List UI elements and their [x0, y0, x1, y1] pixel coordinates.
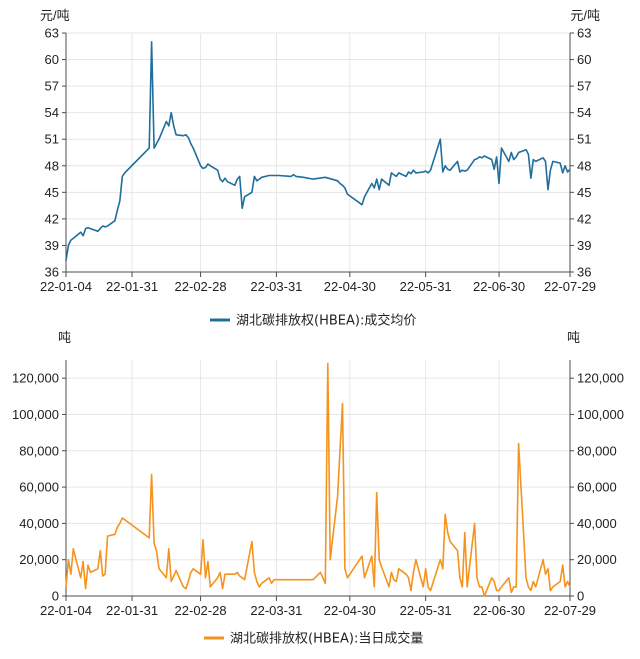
y-tick-label-right: 40,000 — [577, 516, 617, 531]
y-tick-label-left: 60 — [45, 52, 59, 67]
y-tick-label-right: 36 — [577, 265, 591, 280]
x-tick-label: 22-02-28 — [175, 603, 227, 618]
legend: 湖北碳排放权(HBEA):成交均价 — [210, 313, 416, 329]
y-tick-label-left: 0 — [52, 589, 59, 604]
y-tick-label-left: 40,000 — [19, 516, 59, 531]
x-tick-label: 22-01-04 — [40, 603, 92, 618]
y-tick-label-left: 51 — [45, 132, 59, 147]
x-tick-label: 22-07-29 — [544, 603, 596, 618]
y-tick-label-left: 54 — [45, 105, 59, 120]
y-tick-label-left: 120,000 — [12, 371, 59, 386]
legend-label: 湖北碳排放权(HBEA):当日成交量 — [230, 631, 423, 647]
axes: 36 36 39 39 42 42 45 45 48 48 51 51 54 54 57 57 60 60 63 63… — [40, 26, 596, 295]
price-chart: 36 36 39 39 42 42 45 45 48 48 51 51 54 54 57 57 60 60 63 63… — [40, 8, 600, 329]
y-tick-label-right: 20,000 — [577, 552, 617, 567]
legend: 湖北碳排放权(HBEA):当日成交量 — [204, 631, 423, 647]
y-unit-label-left: 吨 — [58, 330, 71, 345]
x-tick-label: 22-01-04 — [40, 279, 92, 294]
x-tick-label: 22-01-31 — [106, 603, 158, 618]
legend-label: 湖北碳排放权(HBEA):成交均价 — [236, 313, 416, 329]
y-tick-label-right: 60,000 — [577, 480, 617, 495]
y-tick-label-right: 39 — [577, 238, 591, 253]
y-tick-label-right: 80,000 — [577, 443, 617, 458]
y-tick-label-right: 60 — [577, 52, 591, 67]
x-tick-label: 22-06-30 — [473, 603, 525, 618]
y-tick-label-left: 39 — [45, 238, 59, 253]
y-tick-label-left: 42 — [45, 211, 59, 226]
axes: 0 0 20,000 20,000 40,000 40,000 60,000 60,000 80… — [12, 360, 624, 618]
y-unit-label-right: 元/吨 — [570, 8, 600, 23]
x-tick-label: 22-03-31 — [250, 603, 302, 618]
y-tick-label-left: 57 — [45, 79, 59, 94]
y-tick-label-left: 48 — [45, 158, 59, 173]
grid — [65, 360, 571, 597]
grid — [65, 32, 571, 273]
y-unit-label-right: 吨 — [567, 330, 580, 345]
y-tick-label-left: 60,000 — [19, 480, 59, 495]
y-tick-label-right: 54 — [577, 105, 591, 120]
y-tick-label-left: 20,000 — [19, 552, 59, 567]
y-tick-label-right: 120,000 — [577, 371, 624, 386]
y-tick-label-left: 100,000 — [12, 407, 59, 422]
y-tick-label-right: 45 — [577, 185, 591, 200]
series-line — [65, 362, 571, 597]
x-tick-label: 22-06-30 — [473, 279, 525, 294]
series-line — [65, 41, 571, 261]
x-tick-label: 22-03-31 — [250, 279, 302, 294]
y-tick-label-left: 63 — [45, 26, 59, 41]
x-tick-label: 22-07-29 — [544, 279, 596, 294]
x-tick-label: 22-02-28 — [175, 279, 227, 294]
y-tick-label-right: 100,000 — [577, 407, 624, 422]
x-tick-label: 22-01-31 — [106, 279, 158, 294]
y-tick-label-right: 57 — [577, 79, 591, 94]
y-unit-label-left: 元/吨 — [40, 8, 70, 23]
y-tick-label-right: 42 — [577, 211, 591, 226]
x-tick-label: 22-05-31 — [400, 603, 452, 618]
x-tick-label: 22-05-31 — [400, 279, 452, 294]
x-tick-label: 22-04-30 — [324, 279, 376, 294]
y-tick-label-left: 45 — [45, 185, 59, 200]
x-tick-label: 22-04-30 — [324, 603, 376, 618]
y-tick-label-right: 0 — [577, 589, 584, 604]
y-tick-label-left: 36 — [45, 265, 59, 280]
y-tick-label-right: 51 — [577, 132, 591, 147]
y-tick-label-left: 80,000 — [19, 443, 59, 458]
y-tick-label-right: 48 — [577, 158, 591, 173]
volume-chart: 0 0 20,000 20,000 40,000 40,000 60,000 60,000 80… — [12, 330, 624, 647]
y-tick-label-right: 63 — [577, 26, 591, 41]
